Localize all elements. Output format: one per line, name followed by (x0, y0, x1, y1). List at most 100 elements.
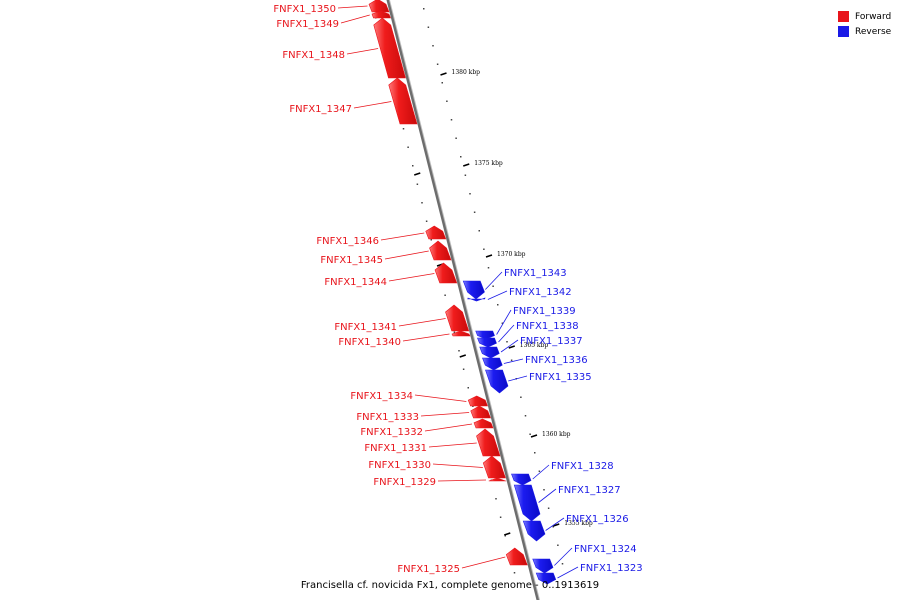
gene-arrow[interactable] (467, 297, 486, 302)
gene-label[interactable]: FNFX1_1345 (320, 255, 383, 266)
strand-legend: Forward Reverse (838, 9, 891, 39)
gene-arrow[interactable] (513, 484, 541, 522)
gene-arrow[interactable] (511, 473, 532, 486)
gene-leader-line (485, 271, 503, 290)
tick-label: 1365 kbp (520, 342, 549, 349)
gene-leader-line (432, 463, 483, 468)
scale-dot (497, 304, 499, 306)
gene-arrow[interactable] (429, 240, 452, 261)
scale-dot (427, 26, 430, 28)
gene-arrow[interactable] (522, 520, 546, 542)
scale-dot (455, 137, 457, 139)
gene-arrow[interactable] (388, 77, 418, 125)
sequence-title: Francisella cf. novicida Fx1, complete g… (301, 580, 599, 591)
scale-dot (444, 294, 446, 296)
gene-leader-line (557, 566, 579, 579)
gene-leader-line (500, 339, 519, 353)
major-tick (530, 434, 538, 438)
gene-label[interactable]: FNFX1_1350 (273, 4, 336, 15)
gene-leader-line (388, 273, 435, 282)
gene-arrow[interactable] (462, 280, 485, 300)
gene-label[interactable]: FNFX1_1323 (580, 563, 643, 574)
scale-dot (501, 322, 504, 324)
axis-highlight (388, 0, 541, 600)
gene-label[interactable]: FNFX1_1324 (574, 544, 637, 555)
gene-label[interactable]: FNFX1_1325 (397, 564, 460, 575)
gene-arrow[interactable] (505, 547, 528, 566)
scale-dot (416, 183, 419, 185)
gene-arrow[interactable] (479, 346, 500, 359)
scale-dot (534, 452, 536, 454)
scale-dot (483, 248, 485, 250)
gene-label[interactable]: FNFX1_1339 (513, 306, 576, 317)
gene-label[interactable]: FNFX1_1326 (566, 514, 629, 525)
legend-reverse: Reverse (838, 24, 891, 39)
gene-leader-line (353, 101, 392, 109)
scale-dot (441, 82, 443, 84)
gene-label[interactable]: FNFX1_1346 (316, 236, 379, 247)
gene-leader-line (461, 556, 506, 569)
scale-dot (524, 415, 527, 417)
scale-dot (464, 174, 467, 176)
scale-dot (412, 165, 414, 167)
gene-label[interactable]: FNFX1_1344 (324, 277, 387, 288)
scale-dot (450, 119, 453, 121)
gene-label[interactable]: FNFX1_1338 (516, 321, 579, 332)
gene-leader-line (384, 250, 429, 260)
scale-dot (469, 193, 471, 195)
gene-arrow[interactable] (485, 369, 509, 394)
gene-label[interactable]: FNFX1_1341 (334, 322, 397, 333)
reverse-swatch (838, 26, 849, 37)
major-tick (508, 345, 516, 349)
gene-label[interactable]: FNFX1_1330 (368, 460, 431, 471)
gene-label[interactable]: FNFX1_1328 (551, 461, 614, 472)
gene-leader-line (437, 479, 487, 482)
gene-arrow[interactable] (532, 558, 554, 574)
gene-leader-line (554, 547, 573, 566)
gene-arrow[interactable] (368, 0, 390, 13)
gene-label[interactable]: FNFX1_1327 (558, 485, 621, 496)
scale-dot (506, 341, 508, 343)
gene-arrow[interactable] (482, 357, 503, 371)
scale-dot (467, 387, 469, 389)
gene-label[interactable]: FNFX1_1329 (373, 477, 436, 488)
gene-arrow[interactable] (434, 262, 458, 284)
gene-label[interactable]: FNFX1_1332 (360, 427, 423, 438)
gene-label[interactable]: FNFX1_1348 (282, 50, 345, 61)
scale-dot (458, 350, 460, 352)
gene-label[interactable]: FNFX1_1336 (525, 355, 588, 366)
gene-arrow[interactable] (425, 225, 447, 240)
gene-label[interactable]: FNFX1_1337 (520, 336, 583, 347)
major-tick (459, 354, 467, 358)
gene-label[interactable]: FNFX1_1347 (289, 104, 352, 115)
scale-dot (561, 563, 564, 565)
gene-arrow[interactable] (467, 395, 488, 407)
gene-arrow[interactable] (473, 418, 494, 429)
gene-arrow[interactable] (470, 405, 491, 419)
major-tick (462, 163, 470, 167)
gene-label[interactable]: FNFX1_1340 (338, 337, 401, 348)
gene-arrow[interactable] (488, 477, 507, 482)
gene-leader-line (428, 442, 477, 448)
gene-label[interactable]: FNFX1_1333 (356, 412, 419, 423)
legend-forward: Forward (838, 9, 891, 24)
gene-label[interactable]: FNFX1_1331 (364, 443, 427, 454)
gene-arrow[interactable] (477, 337, 497, 348)
gene-arrow[interactable] (475, 330, 495, 340)
gene-leader-line (340, 14, 370, 24)
scale-dot (492, 285, 494, 287)
gene-label[interactable]: FNFX1_1343 (504, 268, 567, 279)
gene-label[interactable]: FNFX1_1335 (529, 372, 592, 383)
scale-dot (402, 128, 405, 130)
gene-arrow[interactable] (535, 572, 557, 585)
gene-label[interactable]: FNFX1_1349 (276, 19, 339, 30)
gene-leader-line (532, 464, 550, 480)
major-tick (440, 72, 447, 76)
gene-label[interactable]: FNFX1_1342 (509, 287, 572, 298)
gene-label[interactable]: FNFX1_1334 (350, 391, 413, 402)
major-tick (485, 254, 493, 258)
gene-arrow[interactable] (451, 330, 471, 337)
gene-leader-line (380, 232, 425, 241)
scale-dot (446, 100, 448, 102)
